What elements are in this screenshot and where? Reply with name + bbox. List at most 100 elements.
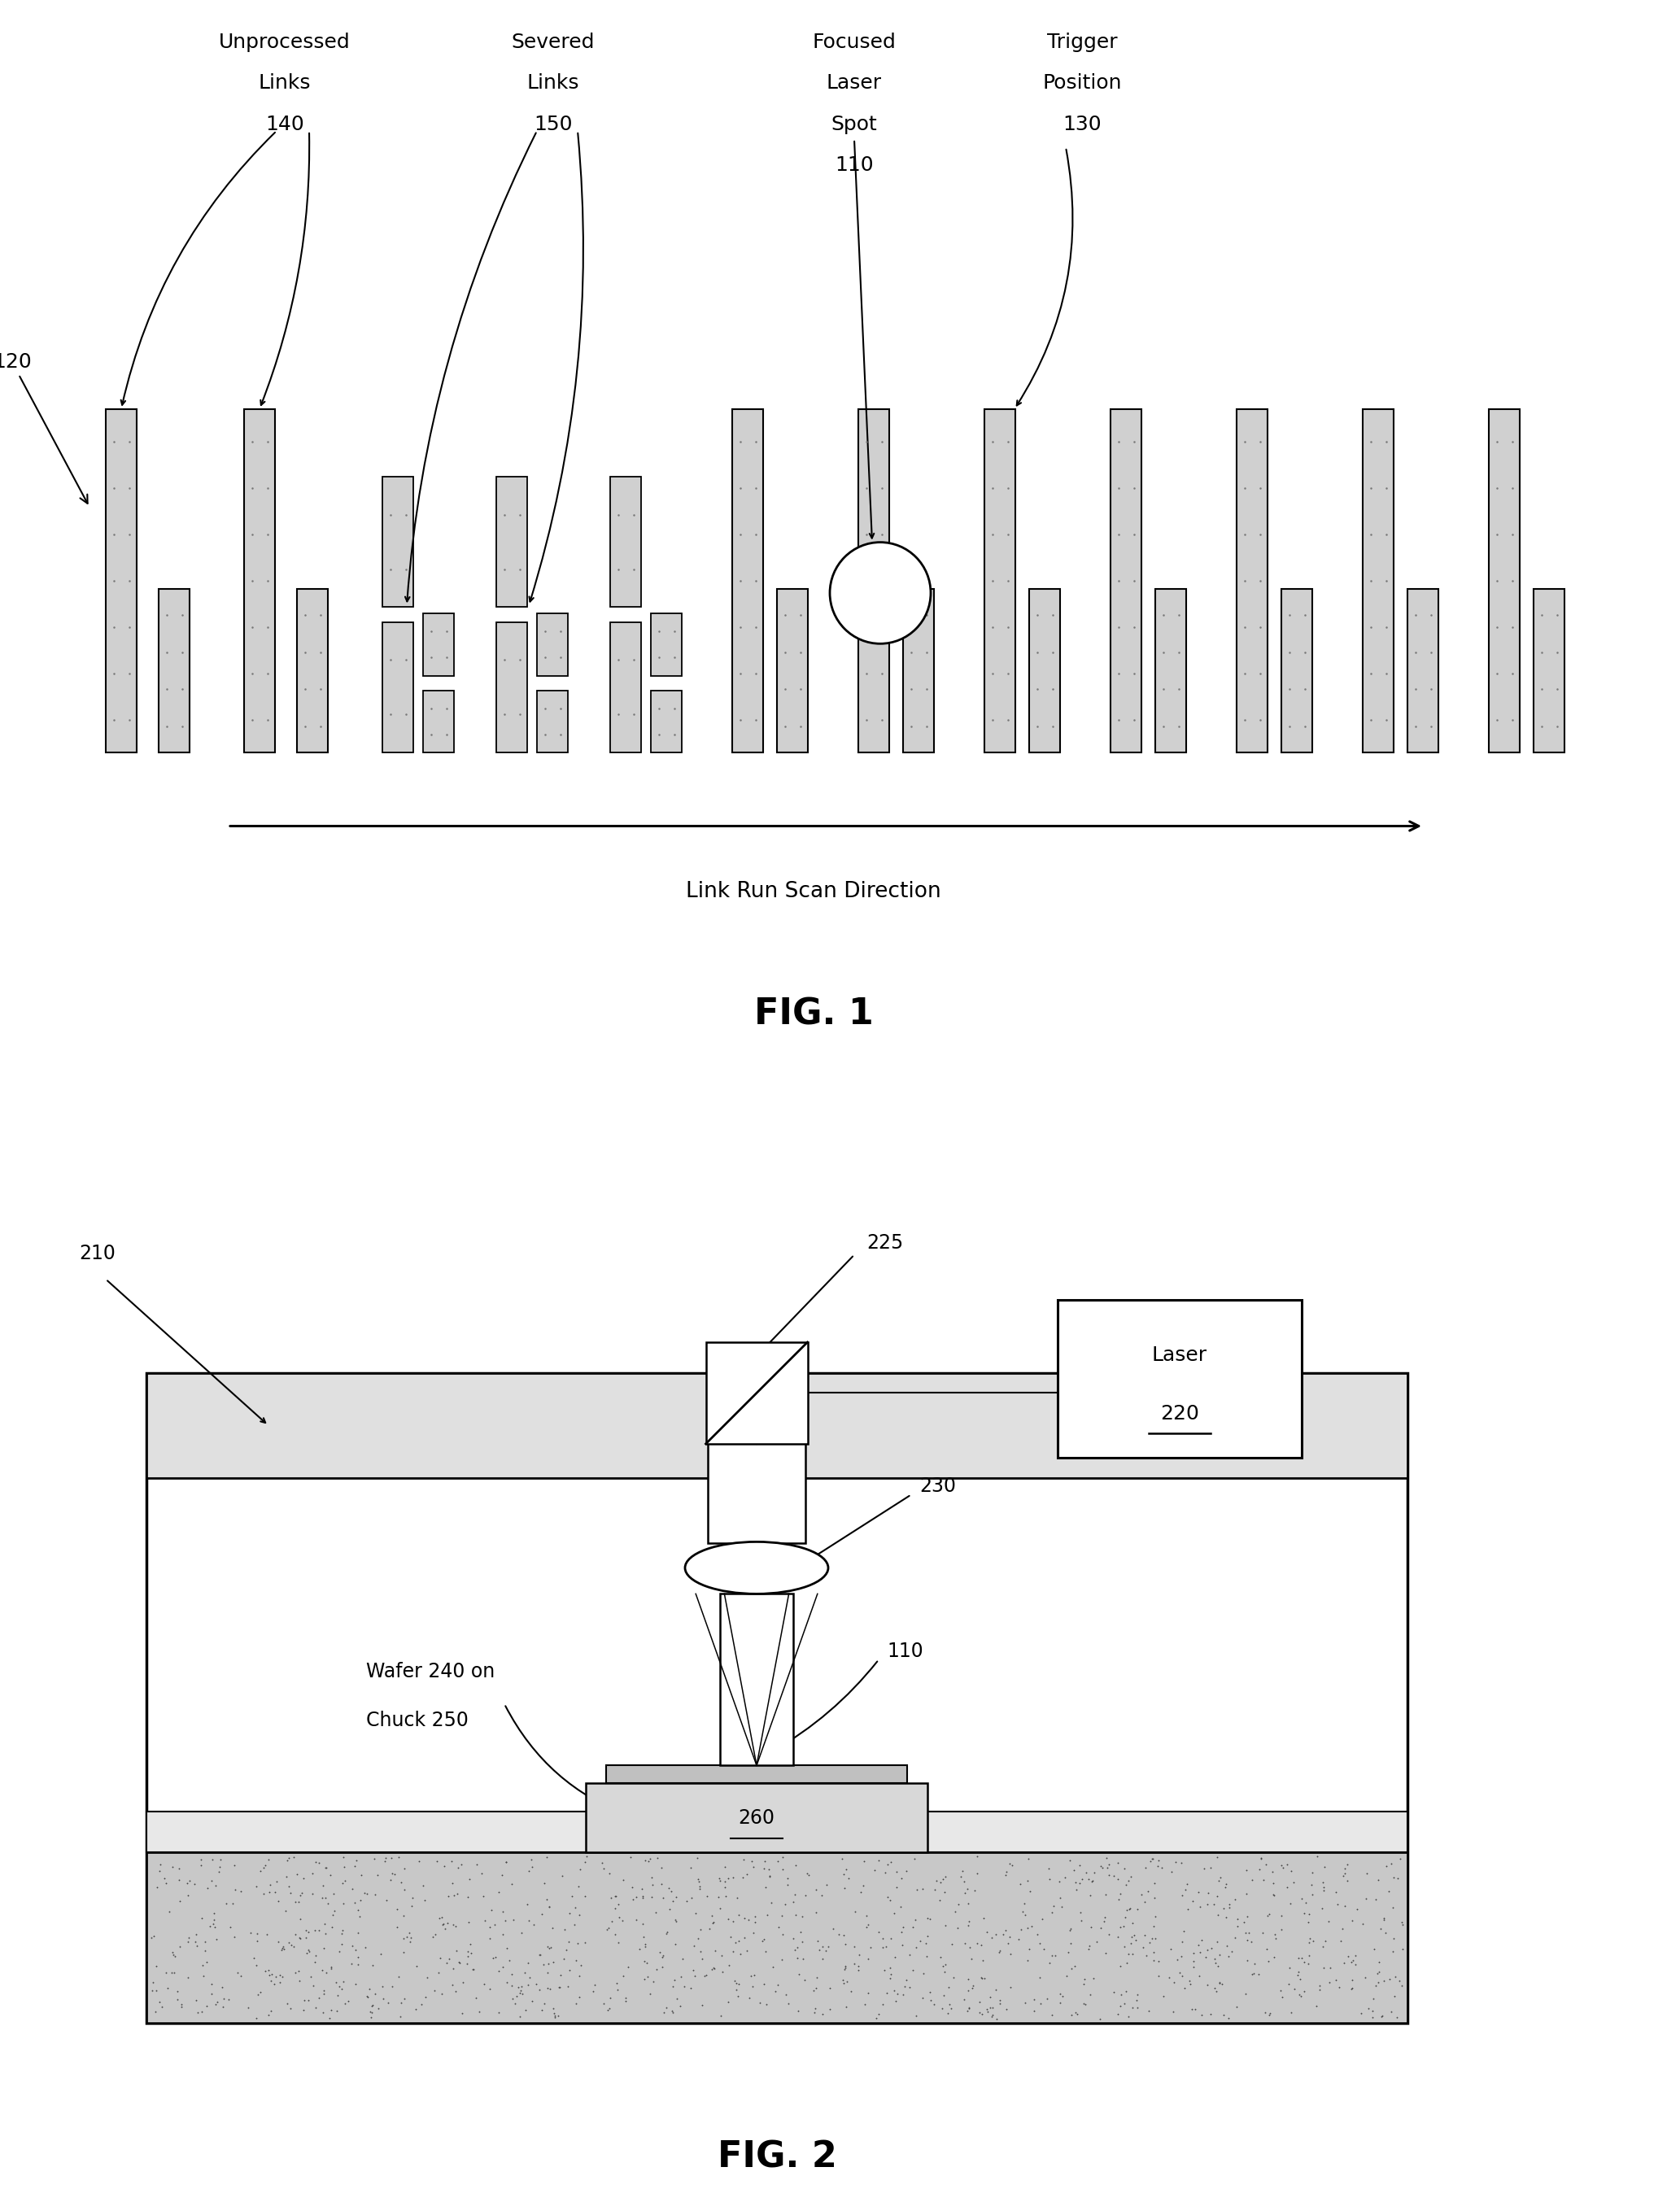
Point	[623, 1881, 650, 1916]
Point	[832, 1951, 858, 1986]
Point	[435, 1878, 462, 1914]
Point	[1048, 1889, 1075, 1925]
Point	[781, 1878, 808, 1914]
Point	[689, 1988, 716, 2024]
Point	[202, 1867, 228, 1903]
Point	[623, 1903, 650, 1938]
Point	[932, 1947, 959, 1982]
Point	[889, 1914, 916, 1949]
Point	[1366, 1944, 1393, 1980]
Point	[731, 1920, 758, 1955]
Point	[968, 1927, 995, 1962]
Bar	[1030, 588, 1060, 753]
Point	[1312, 1922, 1339, 1958]
Text: Laser: Laser	[1152, 1345, 1208, 1365]
Point	[874, 1881, 900, 1916]
Point	[615, 1949, 642, 1984]
Point	[244, 1916, 270, 1951]
Point	[1198, 1850, 1225, 1885]
Point	[1310, 1951, 1337, 1986]
Point	[1378, 1845, 1404, 1881]
Point	[207, 1843, 234, 1878]
Bar	[244, 410, 276, 753]
Point	[1270, 1850, 1297, 1885]
Point	[603, 1966, 630, 2002]
Point	[526, 1938, 553, 1973]
Point	[801, 1894, 828, 1929]
Point	[1075, 1931, 1102, 1966]
Point	[509, 1977, 536, 2013]
Point	[371, 1841, 398, 1876]
Point	[877, 1960, 904, 1995]
Point	[1233, 1898, 1260, 1933]
Point	[1331, 1856, 1357, 1892]
Point	[1020, 1982, 1047, 2017]
Point	[257, 1993, 284, 2028]
Point	[222, 1920, 249, 1955]
Point	[1203, 1878, 1230, 1914]
Point	[655, 1869, 682, 1905]
Point	[1366, 1955, 1393, 1991]
Point	[1124, 1991, 1151, 2026]
Point	[276, 1925, 302, 1960]
Point	[845, 1949, 872, 1984]
Point	[344, 1916, 371, 1951]
Point	[1231, 1905, 1258, 1940]
Point	[1184, 1874, 1211, 1909]
Point	[1280, 1865, 1307, 1900]
Point	[173, 1865, 200, 1900]
Point	[541, 1997, 568, 2032]
Point	[166, 1863, 193, 1898]
Point	[378, 1841, 405, 1876]
Text: FIG. 2: FIG. 2	[717, 2140, 837, 2176]
Point	[835, 1861, 862, 1896]
Point	[1048, 1980, 1075, 2015]
Point	[1114, 1944, 1141, 1980]
Point	[659, 1874, 685, 1909]
Point	[1173, 1872, 1200, 1907]
Point	[539, 1991, 566, 2026]
Bar	[858, 410, 889, 753]
Point	[252, 1847, 279, 1883]
Point	[1117, 1920, 1144, 1955]
Point	[1178, 1993, 1205, 2028]
Point	[806, 1931, 833, 1966]
Bar	[106, 410, 136, 753]
Point	[348, 1883, 375, 1918]
Point	[277, 1876, 304, 1911]
Point	[654, 1916, 680, 1951]
Point	[1344, 1892, 1371, 1927]
Point	[396, 1916, 423, 1951]
Point	[1257, 1995, 1284, 2030]
Bar	[776, 588, 808, 753]
Point	[571, 1878, 598, 1914]
Point	[790, 1925, 816, 1960]
Bar	[650, 614, 682, 676]
Point	[1329, 1911, 1356, 1947]
Point	[736, 1980, 763, 2015]
Point	[687, 1933, 714, 1969]
Bar	[146, 1372, 1408, 2024]
Point	[756, 1858, 783, 1894]
Point	[696, 1911, 722, 1947]
Point	[1322, 1962, 1349, 1997]
Point	[455, 1905, 482, 1940]
Text: 260: 260	[738, 1808, 774, 1828]
Point	[1011, 1984, 1038, 2019]
Point	[1334, 1938, 1361, 1973]
Point	[499, 1982, 526, 2017]
Point	[820, 1911, 847, 1947]
Point	[810, 1929, 837, 1964]
Point	[270, 1931, 297, 1966]
Point	[909, 1980, 936, 2015]
Point	[522, 1966, 549, 2002]
Point	[479, 1940, 506, 1975]
Point	[496, 1942, 522, 1977]
Point	[734, 1856, 761, 1892]
Point	[181, 1982, 208, 2017]
Point	[739, 1969, 766, 2004]
Point	[1285, 1953, 1312, 1988]
Point	[1084, 1925, 1110, 1960]
Point	[974, 1995, 1001, 2030]
Point	[539, 1909, 566, 1944]
